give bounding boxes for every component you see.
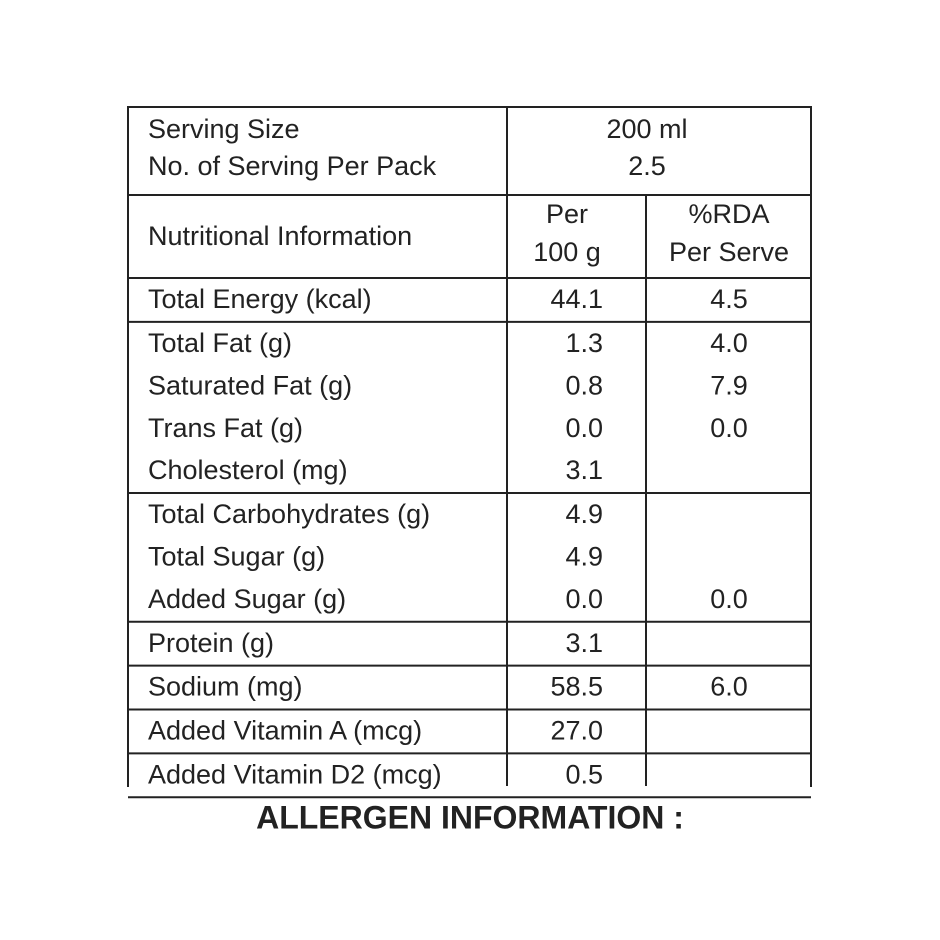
serving-label: No. of Serving Per Pack [148, 151, 437, 181]
column-header: Per [546, 199, 588, 229]
column-header: %RDA [688, 199, 769, 229]
nutrient-name: Saturated Fat (g) [148, 370, 352, 400]
per-100g-value: 3.1 [565, 628, 603, 658]
nutrient-name: Total Fat (g) [148, 328, 292, 358]
column-header: Per Serve [669, 237, 789, 267]
per-100g-value: 0.0 [565, 413, 603, 443]
per-100g-value: 0.0 [565, 584, 603, 614]
nutrient-name: Total Sugar (g) [148, 542, 325, 572]
nutrient-name: Sodium (mg) [148, 672, 303, 702]
per-100g-value: 4.9 [565, 542, 603, 572]
per-100g-value: 3.1 [565, 455, 603, 485]
nutrient-name: Added Vitamin D2 (mcg) [148, 760, 442, 790]
nutrient-name: Added Vitamin A (mcg) [148, 716, 422, 746]
table-borders [127, 106, 812, 787]
per-100g-value: 0.5 [565, 760, 603, 790]
rda-value: 7.9 [710, 370, 748, 400]
rda-value: 4.0 [710, 328, 748, 358]
allergen-title: ALLERGEN INFORMATION : [256, 799, 684, 835]
nutrient-name: Trans Fat (g) [148, 413, 303, 443]
nutrient-name: Added Sugar (g) [148, 584, 346, 614]
per-100g-value: 58.5 [550, 672, 603, 702]
per-100g-value: 44.1 [550, 284, 603, 314]
serving-value: 200 ml [606, 114, 687, 144]
column-header: Nutritional Information [148, 221, 412, 251]
rda-value: 6.0 [710, 672, 748, 702]
nutrient-name: Total Energy (kcal) [148, 284, 372, 314]
nutrient-name: Protein (g) [148, 628, 274, 658]
nutrient-name: Cholesterol (mg) [148, 455, 348, 485]
nutrient-name: Total Carbohydrates (g) [148, 499, 430, 529]
rda-value: 0.0 [710, 413, 748, 443]
rda-value: 4.5 [710, 284, 748, 314]
column-header: 100 g [533, 237, 601, 267]
per-100g-value: 27.0 [550, 716, 603, 746]
per-100g-value: 0.8 [565, 370, 603, 400]
per-100g-value: 4.9 [565, 499, 603, 529]
serving-label: Serving Size [148, 114, 300, 144]
per-100g-value: 1.3 [565, 328, 603, 358]
rda-value: 0.0 [710, 584, 748, 614]
serving-value: 2.5 [628, 151, 666, 181]
